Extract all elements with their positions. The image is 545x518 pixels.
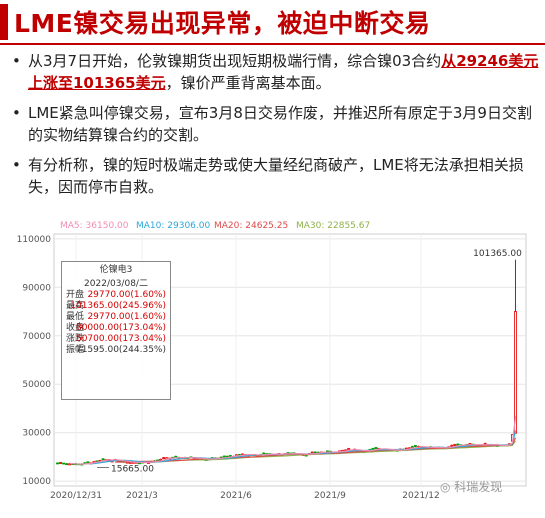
y-tick-label: 70000 bbox=[22, 332, 51, 342]
candle-body bbox=[456, 443, 460, 446]
plot-frame bbox=[53, 233, 527, 487]
candle-body bbox=[159, 458, 163, 461]
y-tick-label: 90000 bbox=[22, 283, 51, 293]
bullet-text: LME紧急叫停镍交易，宣布3月8日交易作废，并推迟所有原定于3月9日交割的实物结… bbox=[28, 104, 532, 144]
candle-body bbox=[413, 445, 417, 447]
bullet-dot-icon: • bbox=[12, 156, 21, 174]
candle-body bbox=[86, 461, 90, 464]
slide-title: LME镍交易出现异常，被迫中断交易 bbox=[14, 9, 431, 38]
infobox-row-open: 开盘 29770.00(1.60%) bbox=[66, 290, 166, 300]
y-tick-label: 50000 bbox=[22, 380, 51, 390]
bullet-highlight: 从29246美元上涨至101365美元 bbox=[28, 52, 539, 92]
watermark-text: ◎ 科瑞发现 bbox=[440, 480, 503, 494]
infobox-row-change: 涨跌 50700.00(173.04%) bbox=[66, 334, 166, 344]
candle-body bbox=[101, 458, 105, 461]
y-tick-label: 30000 bbox=[22, 429, 51, 439]
candle-body bbox=[410, 446, 414, 448]
bullet-item: • LME紧急叫停镍交易，宣布3月8日交易作废，并推迟所有原定于3月9日交割的实物… bbox=[10, 102, 540, 146]
ma30-legend: MA30: 22855.67 bbox=[296, 221, 371, 231]
bullet-item: • 有分析称，镍的短时极端走势或使大量经纪商破产，LME将无法承担相关损失，因而停… bbox=[10, 154, 540, 198]
wechat-icon: ◎ bbox=[440, 480, 455, 494]
x-tick-label: 2021/12 bbox=[402, 491, 439, 501]
infobox-row-low: 最低 29770.00(1.60%) bbox=[66, 312, 166, 322]
peak-annotation: 101365.00 bbox=[473, 249, 522, 259]
title-accent-bar bbox=[0, 4, 8, 40]
candle-body bbox=[128, 461, 132, 464]
candle-body bbox=[374, 447, 378, 449]
bullet-text: 有分析称，镍的短时极端走势或使大量经纪商破产，LME将无法承担相关损失，因而停市… bbox=[28, 156, 524, 196]
infobox-row-close: 收盘 80000.00(173.04%) bbox=[66, 323, 166, 333]
bullet-item: • 从3月7日开始，伦敦镍期货出现短期极端行情，综合镍03合约从29246美元上涨… bbox=[10, 50, 540, 94]
candle-body bbox=[514, 311, 517, 434]
title-rule bbox=[0, 43, 545, 45]
bullet-list: • 从3月7日开始，伦敦镍期货出现短期极端行情，综合镍03合约从29246美元上涨… bbox=[10, 50, 540, 206]
candle-body bbox=[59, 462, 63, 464]
candle-body bbox=[262, 452, 266, 455]
candle-body bbox=[65, 463, 69, 466]
chart-canvas: 10000 30000 50000 70000 90000 110000 2020/12/3… bbox=[17, 233, 527, 501]
x-tick-label: 2021/6 bbox=[220, 491, 252, 501]
candle-body bbox=[56, 462, 59, 465]
bullet-text-post: ，镍价严重背离基本面。 bbox=[165, 74, 331, 92]
candle-body bbox=[162, 457, 166, 460]
ma10-legend: MA10: 29306.00 bbox=[136, 221, 211, 231]
candle-body bbox=[310, 451, 314, 454]
ma5-legend: MA5: 36150.00 bbox=[60, 221, 129, 231]
infobox-row-high: 最高 101365.00(245.96%) bbox=[66, 301, 166, 311]
y-tick-label: 110000 bbox=[17, 235, 52, 245]
candle-body bbox=[62, 462, 66, 465]
candle-body bbox=[222, 455, 226, 458]
infobox-title: 伦镍电3 bbox=[99, 265, 133, 275]
ma20-line bbox=[115, 437, 517, 463]
low-annotation: 15665.00 bbox=[111, 464, 154, 474]
candle-body bbox=[347, 448, 351, 450]
x-tick-label: 2021/3 bbox=[126, 491, 158, 501]
x-tick-label: 2021/9 bbox=[314, 491, 346, 501]
ohlc-infobox: 伦镍电3 2022/03/08/二 开盘 29770.00(1.60%) 最高 10… bbox=[61, 261, 171, 400]
bullet-dot-icon: • bbox=[12, 104, 21, 122]
title-bar: LME镍交易出现异常，被迫中断交易 bbox=[0, 0, 545, 45]
ma20-legend: MA20: 24625.25 bbox=[214, 221, 289, 231]
ma5-line bbox=[69, 416, 517, 465]
infobox-date: 2022/03/08/二 bbox=[84, 279, 148, 289]
bullet-text-pre: 从3月7日开始，伦敦镍期货出现短期极端行情，综合镍03合约 bbox=[28, 52, 442, 70]
candle-body bbox=[453, 444, 457, 446]
candle-body bbox=[371, 448, 375, 450]
infobox-row-amplitude: 振幅 71595.00(244.35%) bbox=[66, 345, 166, 355]
x-tick-label: 2020/12/31 bbox=[50, 491, 102, 501]
candle-body bbox=[450, 444, 454, 447]
bullet-dot-icon: • bbox=[12, 52, 21, 70]
y-tick-label: 10000 bbox=[22, 477, 51, 487]
nickel-price-chart: 10000 30000 50000 70000 90000 110000 2020/12/3… bbox=[14, 214, 538, 514]
